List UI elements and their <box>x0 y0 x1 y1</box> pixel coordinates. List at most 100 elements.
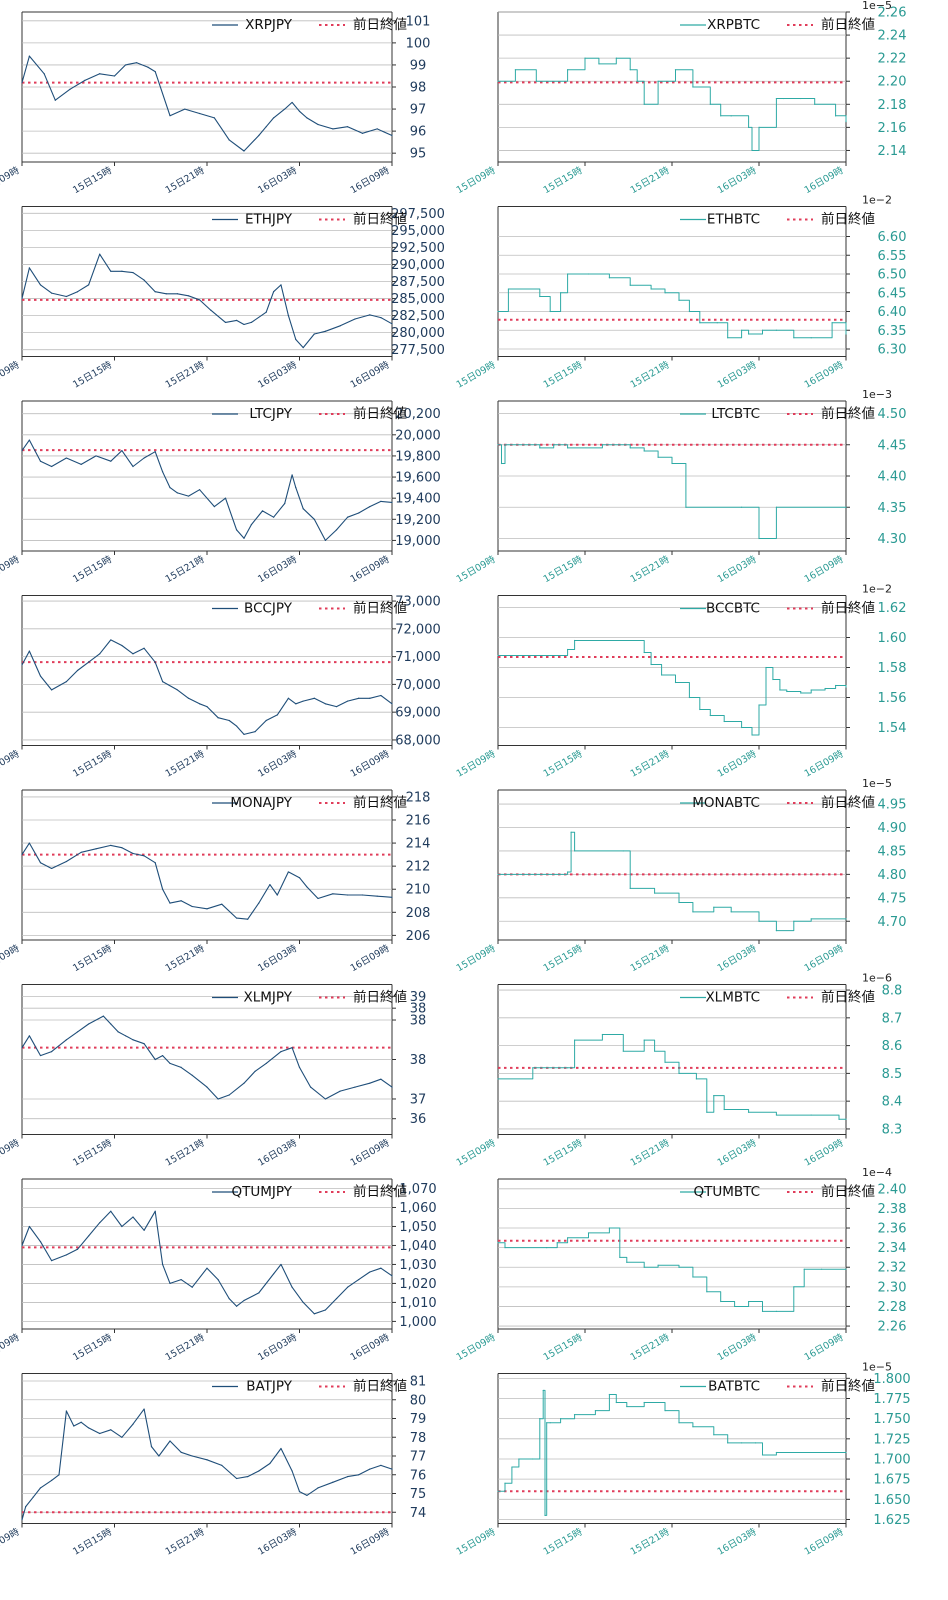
y-tick-label: 19,400 <box>395 492 441 507</box>
data-point <box>657 456 659 458</box>
data-point <box>110 270 112 272</box>
data-point <box>765 666 767 669</box>
price-series <box>498 444 846 539</box>
data-point <box>831 322 833 324</box>
data-point <box>622 1050 624 1052</box>
data-point <box>295 487 297 489</box>
x-tick-label: 15日15時 <box>71 748 114 779</box>
y-tick-label: 1,050 <box>399 1220 436 1235</box>
data-point <box>845 506 847 508</box>
data-point <box>754 1442 757 1444</box>
data-point <box>324 539 326 542</box>
data-point <box>692 1276 694 1278</box>
data-point <box>110 1210 112 1212</box>
data-point <box>121 450 123 452</box>
x-tick-label: 15日21時 <box>164 554 207 585</box>
data-point <box>324 330 326 332</box>
data-point <box>380 317 382 319</box>
data-point <box>678 1266 680 1268</box>
data-point <box>206 1267 208 1269</box>
data-point <box>358 697 360 699</box>
data-point <box>706 1111 708 1113</box>
data-point <box>51 689 53 691</box>
data-point <box>546 1422 548 1424</box>
x-tick-label: 16日03時 <box>256 554 299 585</box>
data-point <box>65 681 67 683</box>
legend-symbol: LTCJPY <box>249 406 292 422</box>
x-tick-label: 16日09時 <box>803 1526 846 1557</box>
x-tick-label: 15日21時 <box>629 1137 672 1168</box>
data-point <box>306 886 308 888</box>
data-point <box>810 1114 812 1116</box>
data-point <box>210 309 212 311</box>
x-tick-label: 15日21時 <box>164 1137 207 1168</box>
data-point <box>199 299 201 301</box>
data-point <box>243 1299 245 1302</box>
data-point <box>845 333 847 335</box>
data-point <box>121 644 123 647</box>
data-point <box>727 337 729 339</box>
data-point <box>80 1421 82 1423</box>
y-tick-label: 1,070 <box>399 1182 436 1197</box>
x-tick-label: 16日03時 <box>716 554 759 585</box>
x-tick-label: 16日03時 <box>256 1332 299 1363</box>
monabtc-chart: 4.70 4.75 4.80 4.85 4.90 4.95 15日09時 15日15時 15日2… <box>455 777 907 974</box>
data-point <box>276 714 278 716</box>
data-point <box>834 684 837 687</box>
y-tick-label: 285,000 <box>391 292 445 307</box>
data-point <box>723 720 725 723</box>
data-point <box>369 314 371 316</box>
y-tick-label: 8.4 <box>882 1095 903 1110</box>
data-point <box>347 1286 349 1288</box>
x-tick-label: 15日09時 <box>0 748 22 779</box>
data-point <box>206 908 208 910</box>
x-tick-label: 15日15時 <box>542 943 585 974</box>
data-point <box>556 1242 558 1244</box>
data-point <box>747 1300 750 1303</box>
legend-symbol: XLMJPY <box>244 990 293 1006</box>
data-point <box>845 918 847 920</box>
data-point <box>132 1423 134 1425</box>
y-tick-label: 2.18 <box>878 98 907 113</box>
data-point <box>688 310 691 313</box>
data-point <box>810 918 812 920</box>
data-point <box>775 329 778 331</box>
x-tick-label: 15日09時 <box>455 165 498 196</box>
data-point <box>751 734 753 736</box>
data-point <box>313 1313 315 1315</box>
data-point <box>654 1050 656 1052</box>
data-point <box>28 55 30 57</box>
x-tick-label: 15日09時 <box>455 1137 498 1168</box>
y-tick-label: 97 <box>410 103 427 118</box>
data-point <box>217 717 219 719</box>
data-point <box>143 855 145 857</box>
data-point <box>608 1227 610 1229</box>
x-tick-label: 15日21時 <box>629 1332 672 1363</box>
y-tick-label: 212 <box>406 860 431 875</box>
data-point <box>99 73 101 75</box>
data-point <box>143 1408 145 1410</box>
data-point <box>664 292 666 294</box>
data-point <box>380 1078 382 1080</box>
data-point <box>720 115 722 117</box>
data-point <box>28 1225 30 1228</box>
data-point <box>43 73 45 75</box>
data-point <box>221 1464 223 1466</box>
x-tick-label: 16日09時 <box>349 1137 392 1168</box>
data-point <box>761 1454 764 1456</box>
data-point <box>169 487 171 489</box>
data-point <box>258 1292 260 1294</box>
data-point <box>243 733 245 735</box>
data-point <box>546 1247 548 1249</box>
y-tick-label: 70,000 <box>395 678 441 693</box>
data-point <box>84 79 86 81</box>
x-tick-label: 16日03時 <box>256 748 299 779</box>
data-point <box>191 905 193 908</box>
data-point <box>99 1222 101 1224</box>
data-point <box>335 529 338 531</box>
data-point <box>110 844 112 846</box>
data-point <box>709 714 711 717</box>
legend-symbol: BATBTC <box>708 1379 760 1395</box>
data-point <box>626 1261 628 1263</box>
data-point <box>154 862 156 864</box>
